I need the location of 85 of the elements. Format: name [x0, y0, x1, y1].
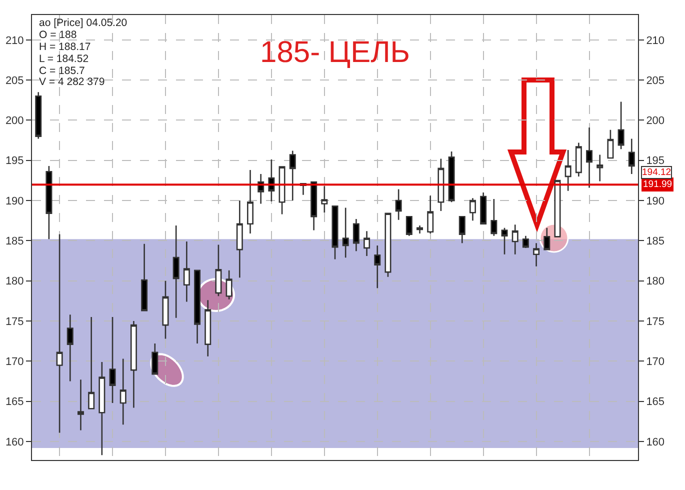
candlestick: [226, 270, 232, 300]
candlestick: [66, 314, 74, 382]
candlestick: [438, 158, 444, 212]
candlestick: [406, 216, 412, 237]
candlestick: [607, 129, 614, 159]
candlestick: [458, 216, 466, 244]
y2-tick-label: 175: [646, 316, 665, 328]
y-tick-label: 175: [5, 316, 24, 328]
text: 185- ЦЕЛЬ: [260, 36, 410, 69]
candlestick: [469, 197, 476, 222]
y2-tick-label: 205: [646, 74, 665, 87]
candlestick: [364, 230, 370, 257]
candlestick: [120, 358, 126, 426]
candlestick: [374, 244, 381, 289]
candlestick: [215, 244, 222, 297]
candlestick: [141, 243, 148, 312]
candlestick: [427, 195, 434, 234]
candlestick: [564, 149, 572, 192]
candlestick: [77, 379, 84, 431]
candlestick: [480, 192, 487, 224]
candlestick: [268, 158, 275, 202]
y2-tick-label: 195: [646, 155, 665, 168]
candlestick: [384, 212, 392, 278]
y-tick-label: 200: [5, 115, 24, 128]
candlestick: [289, 150, 296, 202]
y2-tick-label: 190: [646, 195, 665, 208]
candlestick: [533, 242, 540, 268]
y-tick-label: 160: [5, 436, 24, 448]
candlestick: [596, 154, 604, 182]
candlestick: [194, 270, 201, 344]
candlestick: [183, 240, 190, 302]
y-tick-label: 170: [5, 356, 24, 368]
y-tick-label: 165: [5, 396, 24, 408]
candlestick: [88, 316, 95, 410]
candlestick: [586, 126, 593, 188]
candlestick: [575, 142, 582, 178]
annotation: V = 4 282 379: [39, 76, 105, 88]
candlestick: [321, 185, 328, 214]
y-tick-label: 205: [5, 74, 24, 87]
candlestick: [332, 206, 338, 260]
candlestick: [448, 150, 455, 203]
text: 194.12: [642, 167, 672, 178]
candlestick: [130, 320, 137, 408]
candlestick: [618, 101, 624, 150]
y2-tick-label: 185: [646, 236, 665, 248]
candlestick: [490, 198, 498, 237]
candlestick: [395, 188, 402, 220]
candlestick: [35, 91, 42, 140]
candlestick: [501, 227, 508, 256]
y2-tick-label: 180: [646, 276, 665, 288]
y-tick-label: 195: [5, 155, 24, 168]
annotation: L = 184.52: [39, 53, 89, 65]
candlestick: [172, 224, 180, 318]
candlestick: [342, 207, 349, 258]
candlestick: [310, 181, 318, 231]
candlestick: [247, 169, 254, 234]
candlestick: [544, 227, 550, 250]
candlestick: [416, 224, 423, 234]
candlestick: [152, 342, 158, 375]
candlestick: [98, 361, 106, 456]
candlestick: [512, 224, 518, 256]
y2-tick-label: 170: [646, 356, 665, 368]
candlestick: [554, 180, 561, 238]
candlestick: [628, 138, 635, 175]
candlestick: [162, 280, 169, 340]
candlestick: [236, 200, 243, 278]
y2-tick-label: 165: [646, 396, 665, 408]
y-tick-label: 180: [5, 276, 24, 288]
candlestick: [352, 218, 360, 252]
annotation: ао [Price] 04.05.20: [39, 17, 128, 29]
candlestick: [109, 316, 116, 404]
candlestick: [204, 300, 212, 358]
y2-tick-label: 210: [646, 34, 665, 47]
candlestick: [522, 235, 529, 249]
y2-tick-label: 160: [646, 436, 665, 448]
annotation: O = 188: [39, 29, 77, 41]
y2-tick-label: 200: [646, 115, 665, 128]
y-tick-label: 190: [5, 195, 24, 208]
y-tick-label: 185: [5, 236, 24, 248]
candlestick: [278, 166, 286, 215]
annotation: C = 185.7: [39, 65, 85, 77]
candlestick: [46, 165, 52, 240]
ref-line-label: 191.99: [643, 179, 672, 190]
y-tick-label: 210: [5, 34, 24, 47]
annotation: H = 188.17: [39, 41, 91, 53]
